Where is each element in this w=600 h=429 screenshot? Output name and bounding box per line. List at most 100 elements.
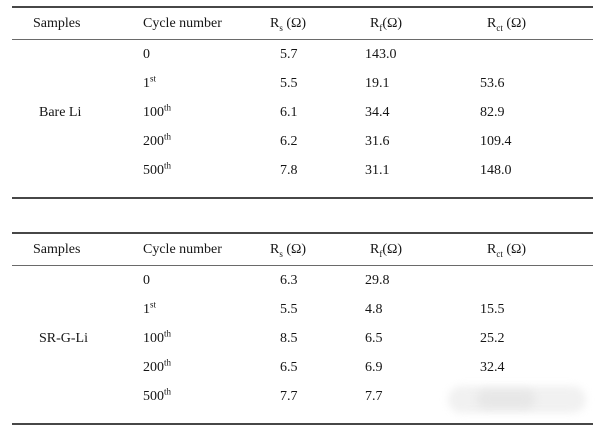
rct-value: 148.0 [480, 162, 512, 178]
rs-value: 6.1 [280, 104, 298, 120]
rs-unit: (Ω) [282, 15, 307, 31]
header-rs: Rs (Ω) [262, 242, 358, 258]
table-row: 500th 7.7 7.7 [12, 382, 593, 411]
rct-subscript: ct [496, 22, 503, 33]
header-samples: Samples [33, 15, 81, 31]
table-row: 100th 6.1 34.4 82.9 [12, 98, 593, 127]
header-cycle-number: Cycle number [143, 15, 222, 31]
sample-name-sr-g-li: SR-G-Li [39, 330, 88, 346]
cycle-cell: 200th [135, 356, 262, 376]
cycle-number: 0 [143, 46, 150, 62]
rs-value: 6.2 [280, 133, 298, 149]
cycle-ordinal: th [164, 385, 172, 396]
rs-symbol: R [270, 241, 280, 257]
rct-value: 25.2 [480, 330, 505, 346]
cycle-number: 0 [143, 272, 150, 288]
cycle-cell: 0 [135, 47, 262, 63]
rct-symbol: R [487, 241, 497, 257]
cycle-ordinal: th [164, 356, 172, 367]
rct-symbol: R [487, 15, 497, 31]
cycle-number: 500 [143, 162, 164, 178]
cycle-cell: 100th [135, 327, 262, 347]
cycle-cell: 0 [135, 273, 262, 289]
header-rct: Rct (Ω) [470, 16, 593, 32]
table-row: 1st 5.5 4.8 15.5 [12, 295, 593, 324]
rf-unit: (Ω) [382, 15, 403, 31]
rct-unit: (Ω) [502, 241, 527, 257]
cycle-ordinal: st [150, 298, 157, 309]
table-row: 500th 7.8 31.1 148.0 [12, 156, 593, 185]
rf-value: 143.0 [365, 46, 397, 62]
rf-value: 34.4 [365, 104, 390, 120]
rf-symbol: R [370, 241, 380, 257]
header-rct: Rct (Ω) [470, 242, 593, 258]
rct-value: 53.6 [480, 75, 505, 91]
header-samples: Samples [33, 241, 81, 257]
rct-value: 109.4 [480, 133, 512, 149]
rf-value: 31.1 [365, 162, 390, 178]
rs-value: 6.5 [280, 359, 298, 375]
cycle-ordinal: th [164, 159, 172, 170]
rs-value: 5.7 [280, 46, 298, 62]
cycle-ordinal: th [164, 327, 172, 338]
rs-subscript: s [279, 248, 283, 259]
rf-value: 29.8 [365, 272, 390, 288]
rs-value: 6.3 [280, 272, 298, 288]
rct-value: 82.9 [480, 104, 505, 120]
rf-subscript: f [379, 22, 383, 33]
rs-value: 5.5 [280, 75, 298, 91]
cycle-number: 200 [143, 359, 164, 375]
sample-name-bare-li: Bare Li [39, 104, 82, 120]
rs-value: 7.7 [280, 388, 298, 404]
rct-subscript: ct [496, 248, 503, 259]
rf-value: 7.7 [365, 388, 383, 404]
header-rs: Rs (Ω) [262, 16, 358, 32]
rf-value: 6.9 [365, 359, 383, 375]
rs-symbol: R [270, 15, 280, 31]
table-header-row: Samples Cycle number Rs (Ω) Rf(Ω) Rct (Ω… [12, 232, 593, 266]
table-row: 200th 6.5 6.9 32.4 [12, 353, 593, 382]
rs-value: 8.5 [280, 330, 298, 346]
header-rf: Rf(Ω) [358, 242, 470, 258]
rs-value: 5.5 [280, 301, 298, 317]
rs-unit: (Ω) [282, 241, 307, 257]
rs-value: 7.8 [280, 162, 298, 178]
rct-value: 32.4 [480, 359, 505, 375]
header-cycle-number: Cycle number [143, 241, 222, 257]
rf-value: 31.6 [365, 133, 390, 149]
cycle-cell: 500th [135, 385, 262, 405]
rct-unit: (Ω) [502, 15, 527, 31]
cycle-number: 1 [143, 301, 150, 317]
table-row: 0 6.3 29.8 [12, 266, 593, 295]
table-bare-li: Samples Cycle number Rs (Ω) Rf(Ω) Rct (Ω… [12, 6, 593, 199]
header-rf: Rf(Ω) [358, 16, 470, 32]
rf-unit: (Ω) [382, 241, 403, 257]
cycle-cell: 500th [135, 159, 262, 179]
table-body: SR-G-Li 0 6.3 29.8 1st 5.5 4.8 15.5 100t… [12, 266, 593, 425]
cycle-number: 1 [143, 75, 150, 91]
table-row: 0 5.7 143.0 [12, 40, 593, 69]
rf-value: 4.8 [365, 301, 383, 317]
table-row: 200th 6.2 31.6 109.4 [12, 127, 593, 156]
rf-symbol: R [370, 15, 380, 31]
cycle-cell: 200th [135, 130, 262, 150]
cycle-cell: 1st [135, 72, 262, 92]
cycle-number: 100 [143, 330, 164, 346]
watermark-blur-inner [477, 390, 535, 408]
rf-subscript: f [379, 248, 383, 259]
table-body: Bare Li 0 5.7 143.0 1st 5.5 19.1 53.6 10… [12, 40, 593, 199]
table-row: 1st 5.5 19.1 53.6 [12, 69, 593, 98]
rs-subscript: s [279, 22, 283, 33]
table-row: 100th 8.5 6.5 25.2 [12, 324, 593, 353]
rf-value: 19.1 [365, 75, 390, 91]
cycle-cell: 100th [135, 101, 262, 121]
cycle-ordinal: st [150, 72, 157, 83]
cycle-number: 200 [143, 133, 164, 149]
cycle-number: 500 [143, 388, 164, 404]
cycle-ordinal: th [164, 130, 172, 141]
cycle-number: 100 [143, 104, 164, 120]
cycle-ordinal: th [164, 101, 172, 112]
table-sr-g-li: Samples Cycle number Rs (Ω) Rf(Ω) Rct (Ω… [12, 232, 593, 425]
rct-value: 15.5 [480, 301, 505, 317]
cycle-cell: 1st [135, 298, 262, 318]
